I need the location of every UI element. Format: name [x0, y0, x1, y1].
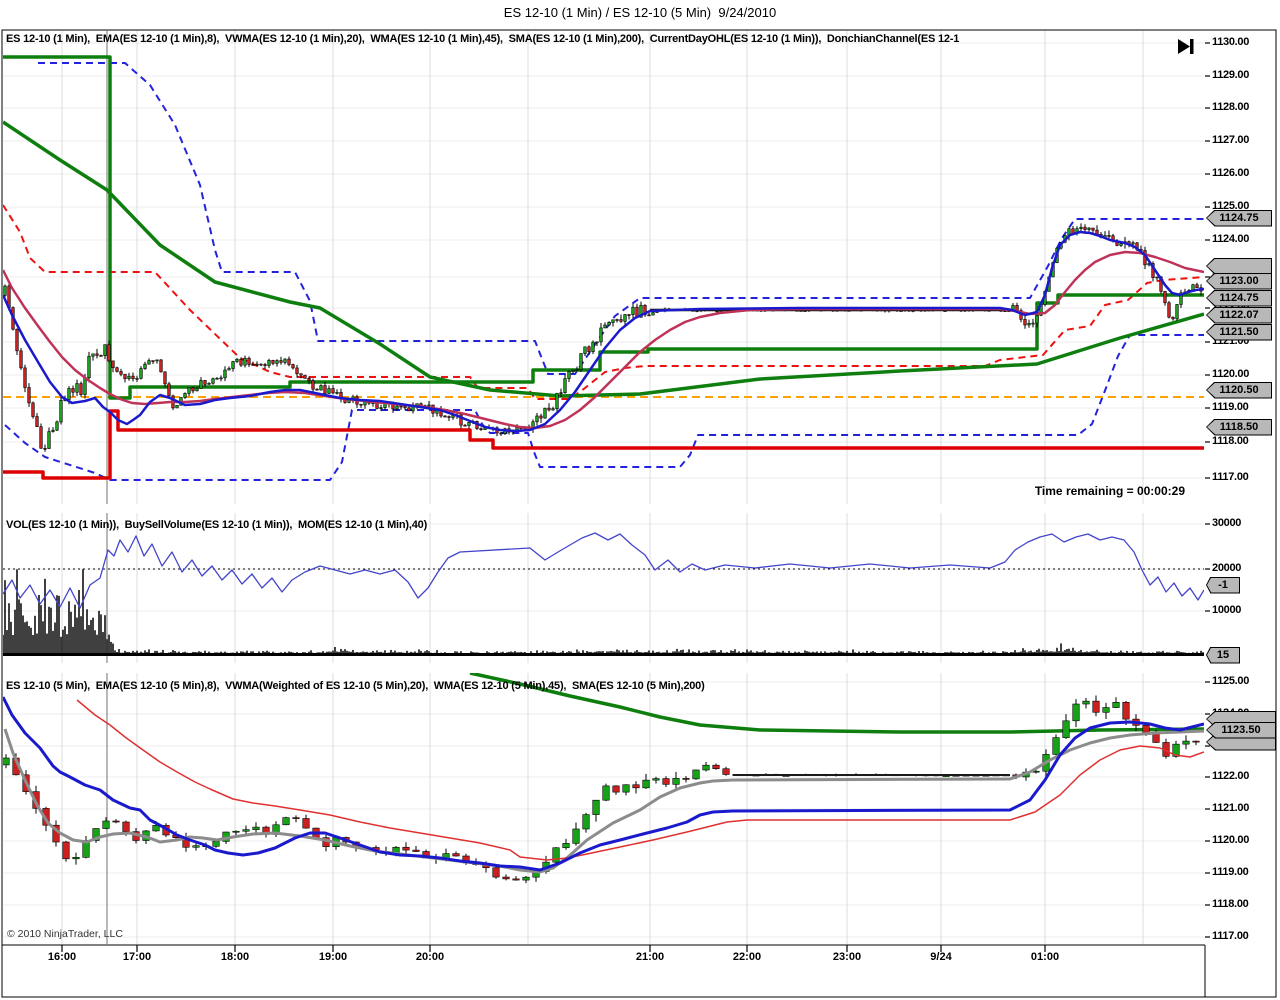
price-badge: 1123.00	[1206, 272, 1272, 290]
price-badge: 15	[1206, 646, 1240, 664]
y-axis-label: 1121.00	[1212, 802, 1250, 814]
y-axis-label: 1122.00	[1212, 770, 1250, 782]
x-axis-label: 16:00	[47, 951, 77, 963]
price-badge: 1121.50	[1206, 323, 1272, 341]
y-axis-label: 1127.00	[1212, 134, 1250, 146]
price-badge: -1	[1206, 576, 1240, 594]
y-axis-label: 1118.00	[1212, 898, 1249, 910]
y-axis-label: 1120.00	[1212, 834, 1250, 846]
y-axis-label: 1117.00	[1212, 930, 1249, 942]
y-axis-label: 20000	[1212, 562, 1242, 574]
y-axis-label: 10000	[1212, 604, 1242, 616]
y-axis-label: 1120.00	[1212, 368, 1250, 380]
y-axis-label: 1119.00	[1212, 866, 1249, 878]
y-axis-label: 1128.00	[1212, 101, 1250, 113]
x-axis-label: 21:00	[635, 951, 665, 963]
price-badge: 1124.75	[1206, 209, 1272, 227]
price-badge: 1124.75	[1206, 289, 1272, 307]
window-title: ES 12-10 (1 Min) / ES 12-10 (5 Min) 9/24…	[503, 5, 777, 20]
y-axis-label: 1126.00	[1212, 167, 1250, 179]
x-axis-label: 18:00	[220, 951, 250, 963]
panel3-indicator-label: ES 12-10 (5 Min), EMA(ES 12-10 (5 Min),8…	[6, 680, 705, 692]
price-badge	[1206, 257, 1272, 275]
panel1-indicator-label: ES 12-10 (1 Min), EMA(ES 12-10 (1 Min),8…	[6, 33, 960, 45]
x-axis-label: 22:00	[732, 951, 762, 963]
price-badge: 1123.50	[1206, 721, 1276, 739]
y-axis-label: 1125.00	[1212, 200, 1250, 212]
x-axis-label: 19:00	[318, 951, 348, 963]
go-to-end-icon[interactable]	[1176, 38, 1196, 55]
price-badge: 1122.07	[1206, 306, 1272, 324]
y-axis-label: 1125.00	[1212, 675, 1250, 687]
x-axis-label: 01:00	[1030, 951, 1060, 963]
y-axis-label: 1130.00	[1212, 36, 1250, 48]
y-axis-label: 1119.00	[1212, 401, 1249, 413]
x-axis-label: 23:00	[832, 951, 862, 963]
price-badge: 1118.50	[1206, 418, 1272, 436]
y-axis-label: 30000	[1212, 517, 1242, 529]
x-axis-label: 9/24	[930, 951, 952, 963]
time-remaining-countdown: Time remaining = 00:00:29	[1034, 484, 1185, 498]
y-axis-label: 1117.00	[1212, 471, 1249, 483]
y-axis-label: 1124.00	[1212, 233, 1250, 245]
copyright-notice: © 2010 NinjaTrader, LLC	[7, 928, 123, 940]
y-axis-label: 1129.00	[1212, 69, 1250, 81]
y-axis-label: 1118.00	[1212, 435, 1249, 447]
price-badge: 1120.50	[1206, 381, 1272, 399]
x-axis-label: 20:00	[415, 951, 445, 963]
panel2-indicator-label: VOL(ES 12-10 (1 Min)), BuySellVolume(ES …	[6, 519, 428, 531]
x-axis-label: 17:00	[122, 951, 152, 963]
